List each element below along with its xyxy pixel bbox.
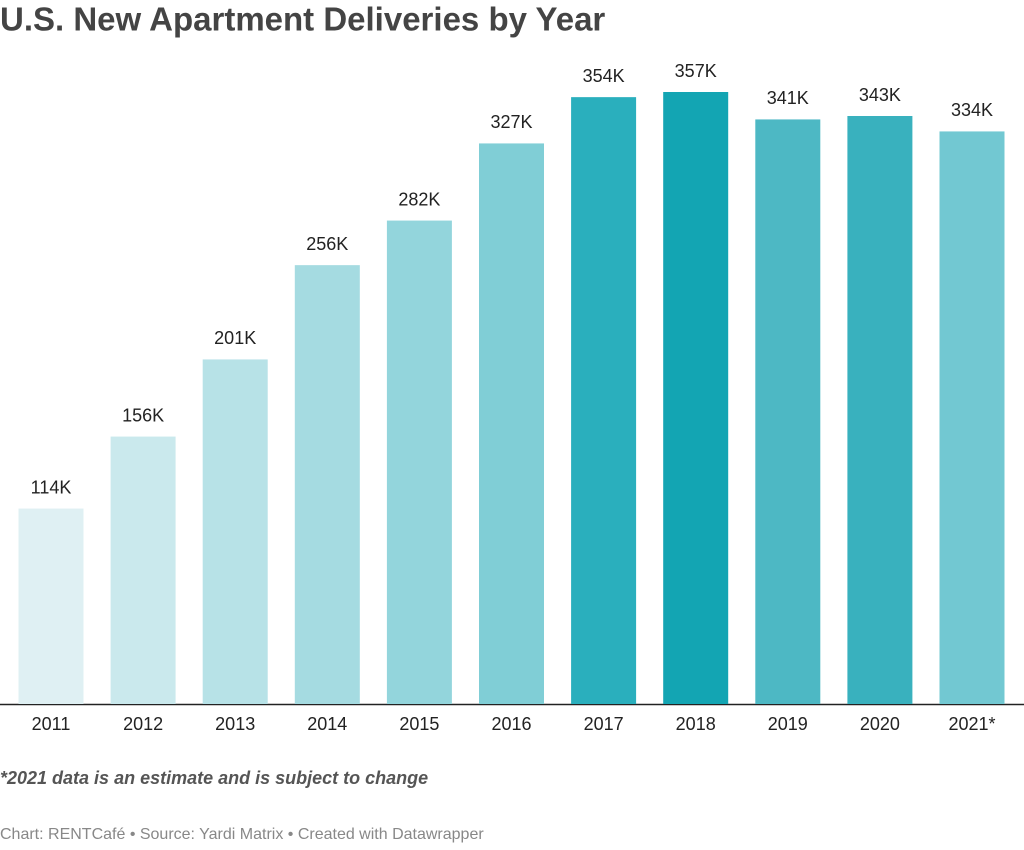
bar [294, 265, 360, 704]
bar [386, 220, 452, 705]
footer: Chart: RENTCafé • Source: Yardi Matrix •… [0, 826, 484, 843]
x-tick-label: 2013 [215, 714, 255, 734]
x-tick-label: 2019 [768, 714, 808, 734]
bar [939, 131, 1005, 704]
value-label: 114K [31, 477, 72, 497]
bar [110, 436, 176, 704]
value-label: 201K [214, 328, 256, 348]
x-tick-label: 2017 [584, 714, 624, 734]
value-label: 334K [951, 100, 993, 120]
bar [663, 92, 729, 704]
value-label: 256K [306, 234, 348, 254]
value-label: 327K [490, 112, 532, 132]
bar [755, 119, 821, 704]
value-label: 357K [675, 61, 717, 81]
bar [571, 97, 637, 704]
x-tick-label: 2011 [32, 714, 71, 734]
value-label: 341K [767, 88, 809, 108]
chart-title: U.S. New Apartment Deliveries by Year [0, 1, 605, 38]
bar [847, 116, 913, 704]
x-tick-label: 2021* [948, 714, 995, 734]
x-tick-label: 2016 [491, 714, 531, 734]
x-tick-label: 2012 [123, 714, 163, 734]
value-label: 354K [583, 66, 625, 86]
bar [479, 143, 544, 704]
bar [202, 359, 268, 704]
bar [18, 508, 84, 704]
note: *2021 data is an estimate and is subject… [0, 768, 428, 788]
x-tick-label: 2014 [307, 714, 347, 734]
x-tick-label: 2020 [860, 714, 900, 734]
value-label: 156K [122, 405, 164, 425]
x-tick-label: 2018 [676, 714, 716, 734]
value-label: 282K [398, 189, 440, 209]
value-label: 343K [859, 85, 901, 105]
x-tick-label: 2015 [399, 714, 439, 734]
